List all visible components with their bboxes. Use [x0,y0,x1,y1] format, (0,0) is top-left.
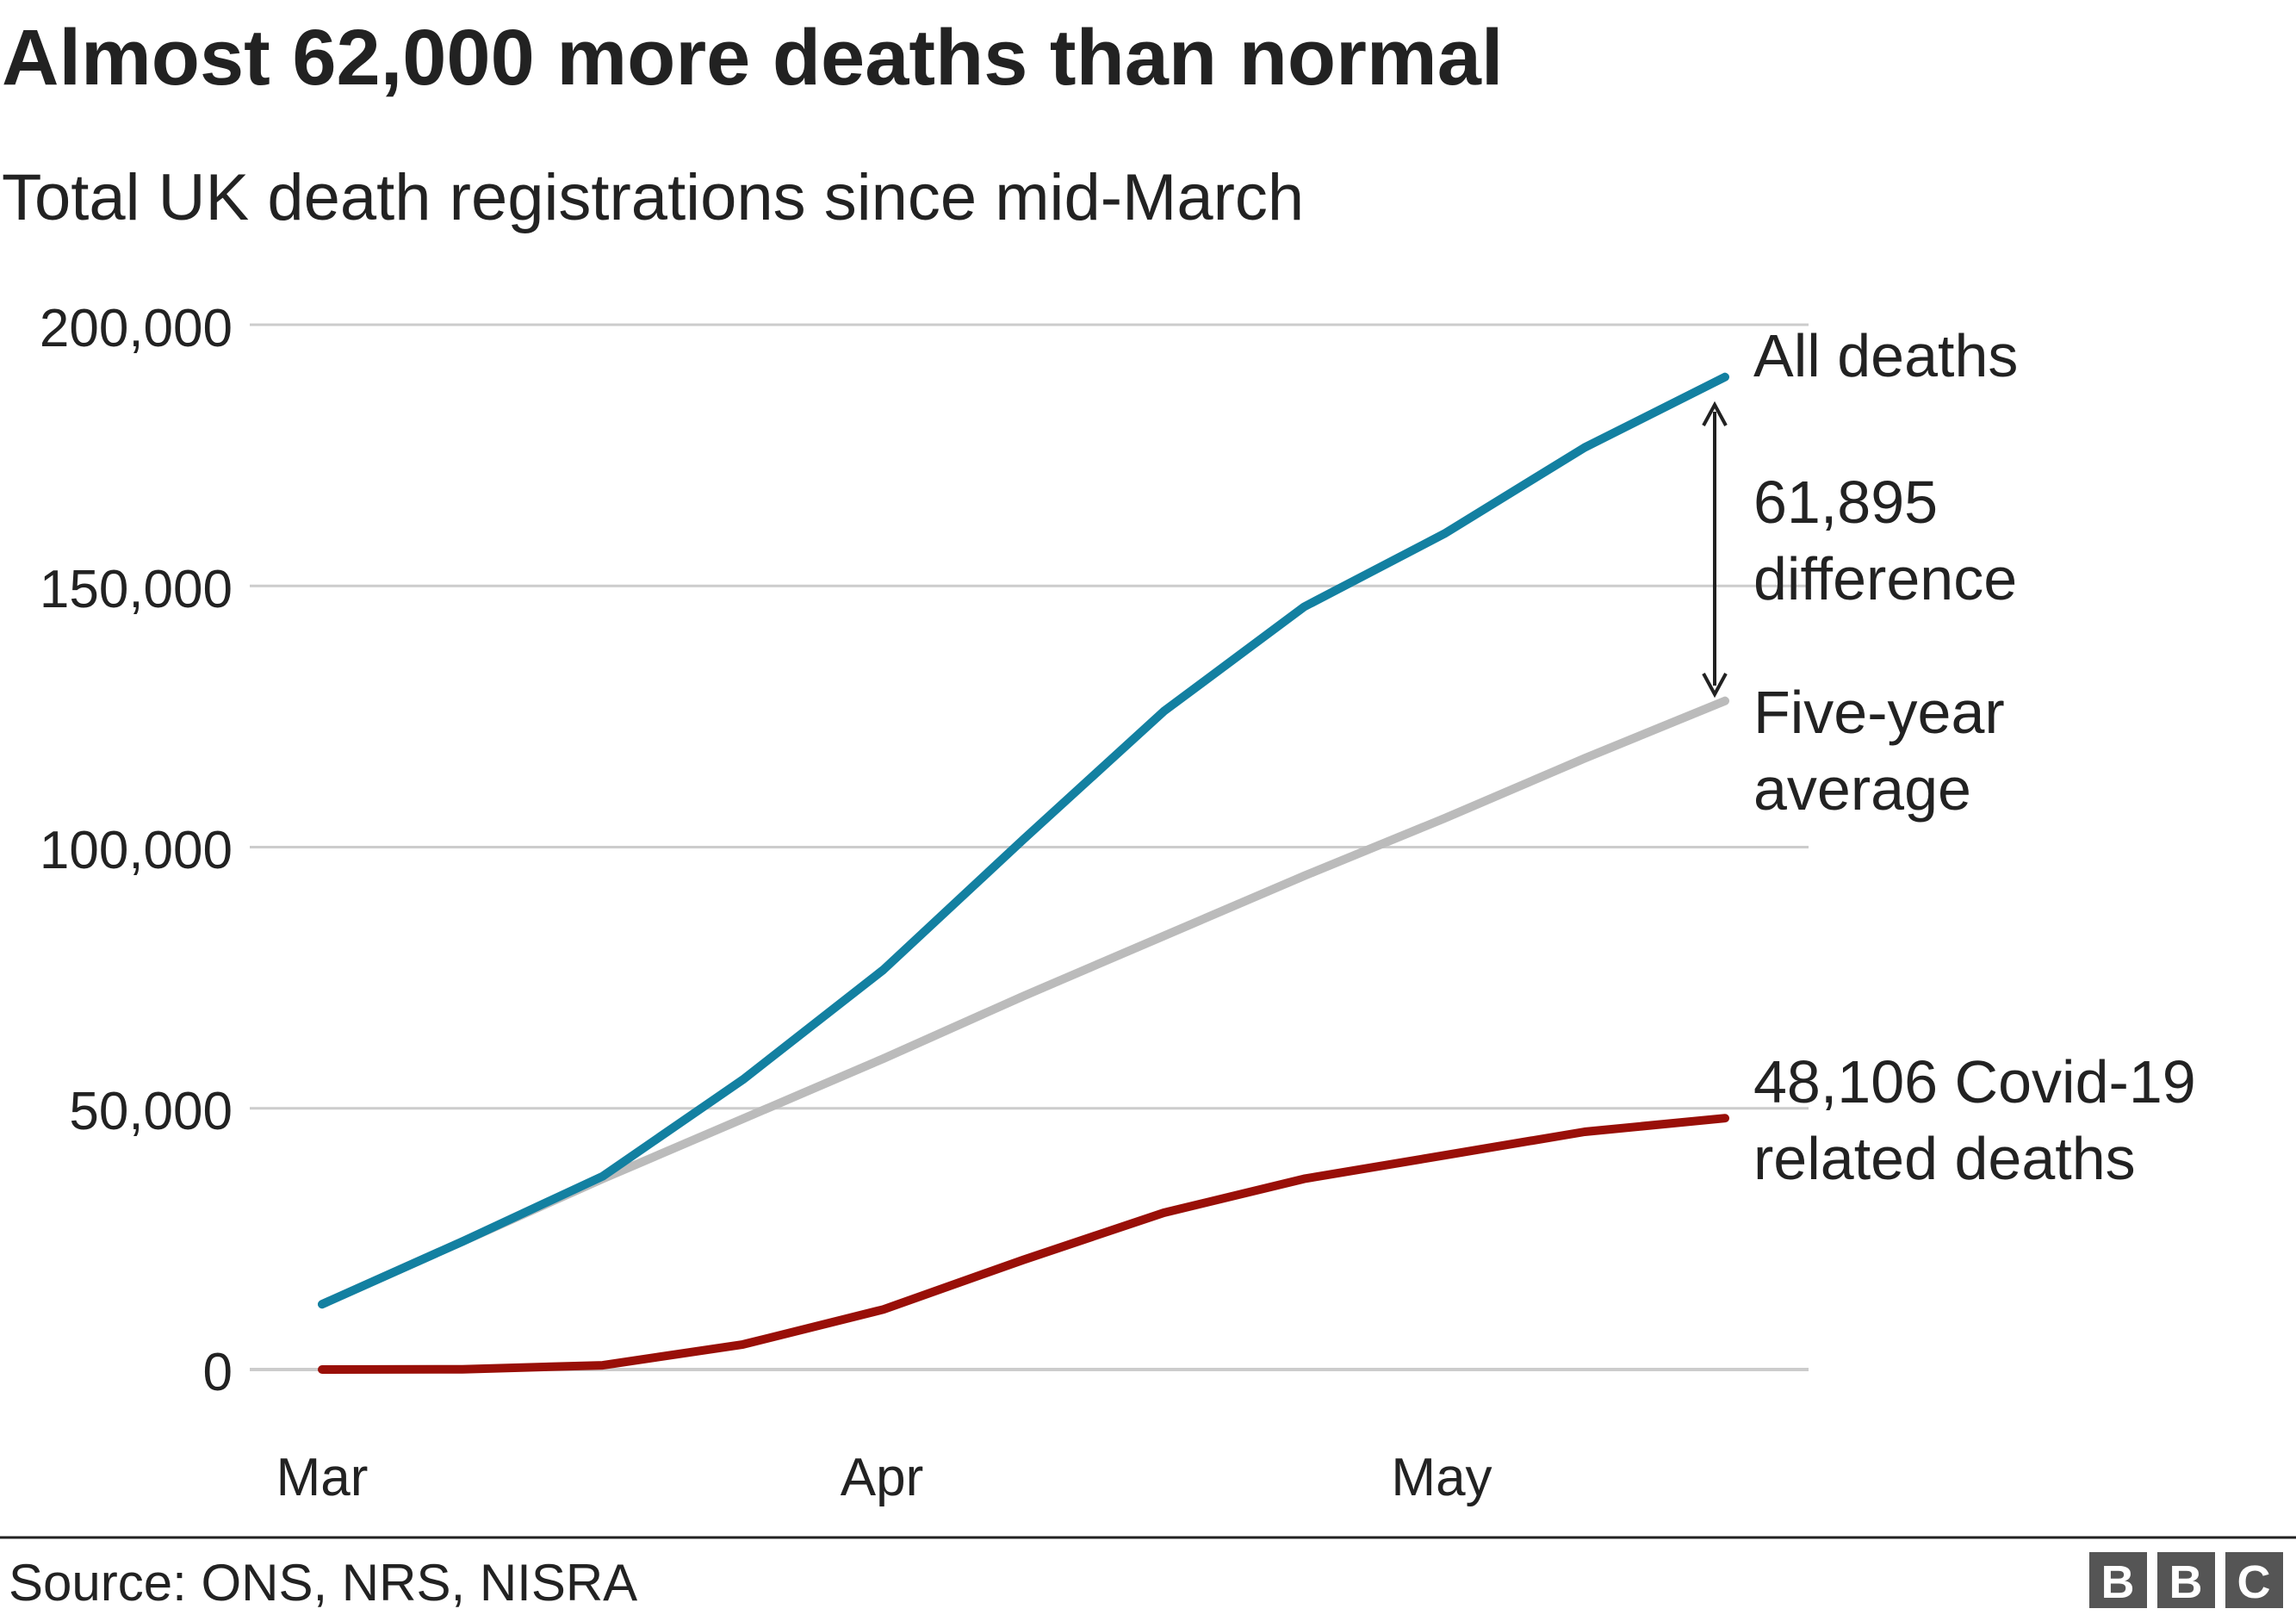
y-tick-label: 200,000 [40,299,233,358]
y-axis-tick-labels: 200,000 150,000 100,000 50,000 0 [40,299,233,1402]
bbc-logo-block-2 [2157,1552,2215,1608]
series-line-five-year-average [318,696,1729,1309]
difference-arrow [1702,401,1728,699]
source-text: Source: ONS, NRS, NISRA [9,1554,637,1612]
y-tick-label: 50,000 [69,1082,233,1141]
y-tick-label: 150,000 [40,560,233,619]
label-covid-line2: related deaths [1753,1125,2136,1192]
label-difference-value: 61,895 [1753,469,1938,536]
bbc-logo-letter-1: B [2101,1556,2135,1608]
x-tick-label: May [1391,1448,1492,1507]
series-line-all-deaths [318,372,1729,1309]
chart-subtitle: Total UK death registrations since mid-M… [2,161,1304,234]
difference-arrow-head-top [1702,401,1728,426]
x-tick-label: Mar [276,1448,369,1507]
series-lines [318,372,1729,1374]
gridlines [250,323,1809,1371]
annotations: All deaths 61,895 difference Five-year a… [1753,322,2196,1192]
bbc-logo: B B C [2089,1552,2283,1608]
label-difference-text: difference [1753,545,2017,612]
label-average-line1: Five-year [1753,679,2005,746]
difference-arrow-head-bottom [1702,673,1728,699]
x-axis-tick-labels: Mar Apr May [276,1448,1492,1507]
label-covid-line1: 48,106 Covid-19 [1753,1048,2196,1115]
bbc-logo-block-1 [2089,1552,2147,1608]
y-tick-label: 100,000 [40,821,233,880]
series-line-48-106-covid-19-related-deaths [318,1114,1729,1374]
y-tick-label: 0 [203,1343,233,1402]
bbc-logo-letter-3: C [2237,1556,2271,1608]
bbc-logo-letter-2: B [2169,1556,2203,1608]
bbc-logo-block-3 [2225,1552,2283,1608]
chart-title: Almost 62,000 more deaths than normal [2,14,1503,102]
label-average-line2: average [1753,755,1971,823]
label-all-deaths: All deaths [1753,322,2018,389]
x-tick-label: Apr [841,1448,923,1507]
